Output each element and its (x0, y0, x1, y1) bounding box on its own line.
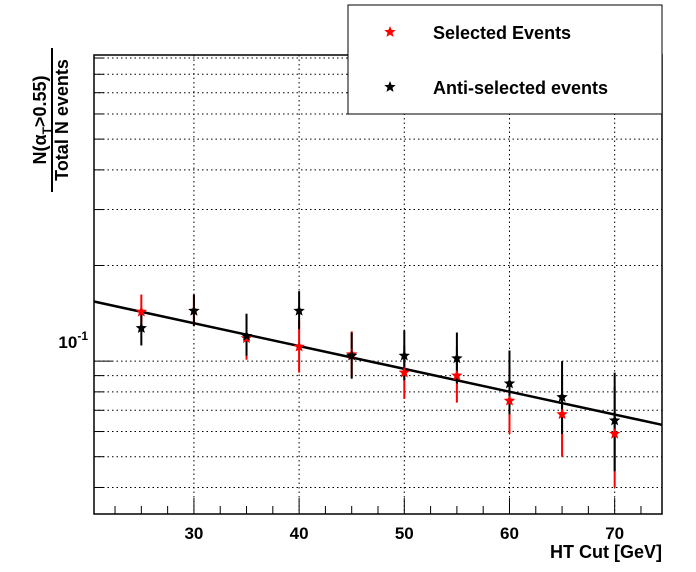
data-point-antiselected (135, 322, 148, 333)
data-markers (135, 304, 621, 439)
data-point-antiselected (556, 391, 568, 402)
legend-marker-antiselected (384, 81, 396, 92)
x-axis-title: HT Cut [GeV] (550, 542, 662, 562)
legend-markers (384, 26, 396, 92)
x-tick-label: 40 (290, 524, 309, 543)
data-point-antiselected (503, 377, 516, 389)
axis-ticks (94, 57, 642, 514)
data-point-antiselected (188, 304, 200, 316)
grid (94, 55, 662, 514)
x-tick-label: 30 (184, 524, 203, 543)
fit-line-group (93, 300, 663, 427)
data-point-selected (398, 366, 410, 378)
data-point-selected (135, 305, 148, 317)
data-point-antiselected (451, 352, 463, 364)
y-tick-label: 10-1 (58, 329, 88, 352)
data-point-selected (556, 408, 568, 420)
x-tick-label: 50 (395, 524, 414, 543)
x-tick-label: 70 (605, 524, 624, 543)
y-axis-numerator: N(αT>0.55) (30, 76, 54, 165)
legend-label-selected: Selected Events (433, 23, 571, 43)
data-point-antiselected (346, 349, 358, 361)
x-tick-labels: 30 40 50 60 70 (184, 524, 624, 543)
data-point-selected (293, 340, 305, 352)
x-tick-label: 60 (500, 524, 519, 543)
data-point-selected (451, 369, 463, 381)
data-point-antiselected (293, 304, 305, 316)
error-bars (140, 291, 616, 488)
data-point-antiselected (240, 329, 253, 341)
legend: Selected Events Anti-selected events (347, 4, 663, 115)
y-axis-denominator: Total N events (52, 59, 72, 181)
data-point-selected (503, 394, 516, 406)
plot-frame (93, 54, 663, 515)
legend-box (347, 4, 663, 115)
legend-label-antiselected: Anti-selected events (433, 78, 608, 98)
fit-line (93, 300, 663, 427)
data-point-selected (608, 427, 621, 439)
data-point-antiselected (398, 349, 410, 361)
data-point-antiselected (608, 414, 621, 426)
y-axis-title: N(αT>0.55) Total N events (30, 48, 72, 192)
legend-marker-selected (384, 26, 396, 37)
